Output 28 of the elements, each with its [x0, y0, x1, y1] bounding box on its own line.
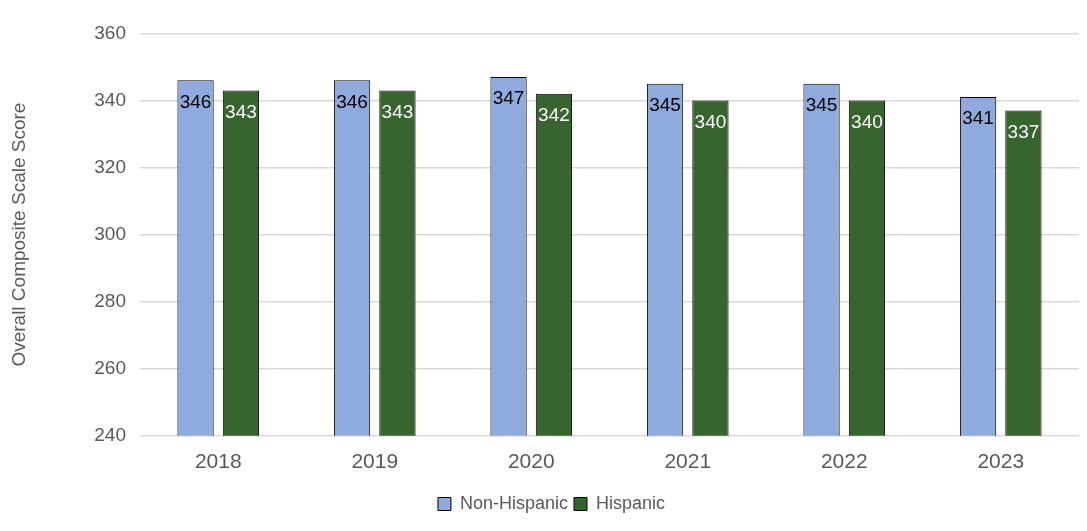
- y-tick-label: 340: [94, 88, 126, 110]
- x-tick-label: 2019: [351, 449, 399, 473]
- data-label: 343: [225, 100, 257, 122]
- y-tick-label: 300: [94, 222, 126, 244]
- y-tick-label: 320: [94, 155, 126, 177]
- data-label: 340: [694, 110, 727, 132]
- x-tick-label: 2020: [507, 449, 555, 473]
- data-label: 347: [492, 87, 525, 109]
- legend-label: Hispanic: [596, 492, 666, 513]
- data-label: 345: [649, 93, 681, 115]
- y-axis-title: Overall Composite Scale Score: [7, 102, 29, 367]
- data-label: 346: [336, 90, 368, 112]
- x-tick-label: 2018: [194, 449, 242, 473]
- x-tick-label: 2021: [664, 449, 712, 473]
- x-tick-label: 2023: [977, 449, 1025, 473]
- legend-label: Non-Hispanic: [459, 492, 569, 513]
- data-label: 337: [1007, 120, 1040, 142]
- x-tick-label: 2022: [820, 449, 868, 473]
- y-tick-label: 280: [94, 289, 126, 311]
- data-label: 346: [179, 90, 212, 112]
- y-tick-label: 240: [94, 424, 126, 446]
- data-label: 341: [962, 107, 994, 129]
- y-tick-label: 360: [94, 21, 126, 43]
- y-tick-label: 260: [94, 356, 126, 378]
- data-label: 345: [805, 93, 838, 115]
- data-label: 342: [538, 103, 570, 125]
- data-label: 343: [381, 100, 414, 122]
- data-label: 340: [851, 110, 883, 132]
